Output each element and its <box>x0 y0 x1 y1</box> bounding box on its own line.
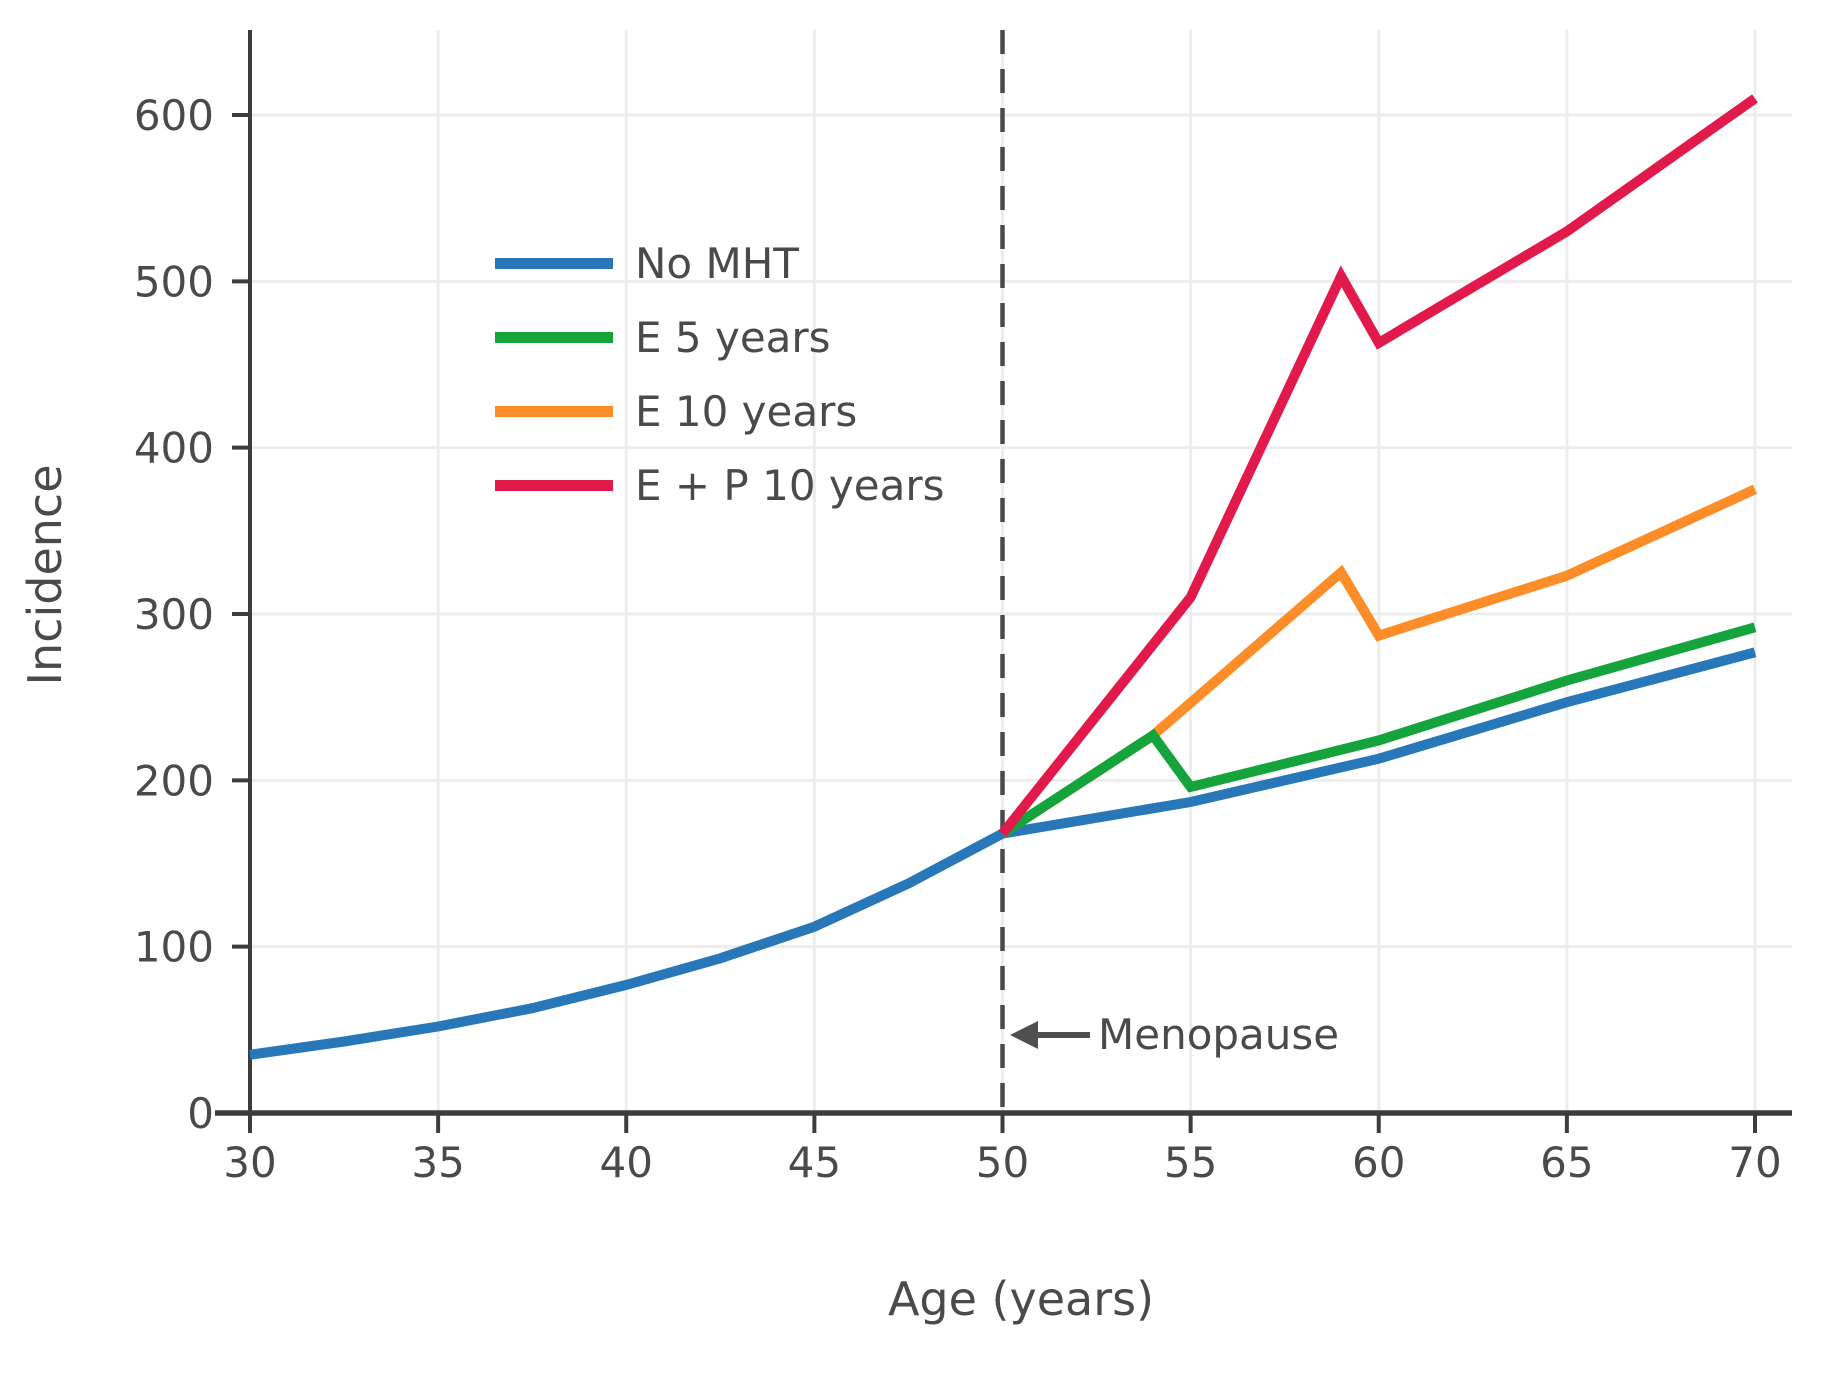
legend-label: E 10 years <box>635 386 858 436</box>
series-line-e-p-10-years <box>998 94 1758 837</box>
x-axis-title: Age (years) <box>887 1272 1155 1326</box>
x-tick-label: 70 <box>1728 1138 1781 1187</box>
legend-row: E + P 10 years <box>495 448 944 522</box>
legend-row: E 10 years <box>495 374 944 448</box>
x-tick-label: 45 <box>788 1138 841 1187</box>
legend-label: E + P 10 years <box>635 460 945 510</box>
menopause-label: Menopause <box>1098 1010 1340 1059</box>
y-tick-label: 400 <box>134 424 214 473</box>
x-tick-label: 35 <box>411 1138 464 1187</box>
series-line-e-5-years <box>999 622 1757 838</box>
y-tick-label: 600 <box>134 91 214 140</box>
legend-row: No MHT <box>495 226 944 300</box>
legend-swatch <box>495 331 613 343</box>
x-tick-label: 60 <box>1352 1138 1405 1187</box>
x-tick-label: 40 <box>600 1138 653 1187</box>
legend-row: E 5 years <box>495 300 944 374</box>
x-tick-label: 30 <box>223 1138 276 1187</box>
x-tick-label: 55 <box>1164 1138 1217 1187</box>
left-arrow-icon <box>1010 1020 1090 1049</box>
legend-swatch <box>495 479 613 491</box>
y-tick-label: 500 <box>134 257 214 306</box>
legend-label: No MHT <box>635 238 799 288</box>
y-tick-label: 0 <box>187 1089 214 1138</box>
series-line-no-mht <box>249 647 1757 1060</box>
y-tick-label: 200 <box>134 756 214 805</box>
menopause-annotation: Menopause <box>1008 1010 1339 1059</box>
chart-legend: No MHT E 5 years E 10 years E + P 10 years <box>495 226 944 522</box>
legend-swatch <box>495 405 613 417</box>
x-tick-label: 65 <box>1540 1138 1593 1187</box>
legend-label: E 5 years <box>635 312 831 362</box>
y-tick-label: 100 <box>134 923 214 972</box>
legend-swatch <box>495 257 613 269</box>
y-tick-label: 300 <box>134 590 214 639</box>
x-tick-label: 50 <box>976 1138 1029 1187</box>
y-axis-title: Incidence <box>18 464 72 686</box>
